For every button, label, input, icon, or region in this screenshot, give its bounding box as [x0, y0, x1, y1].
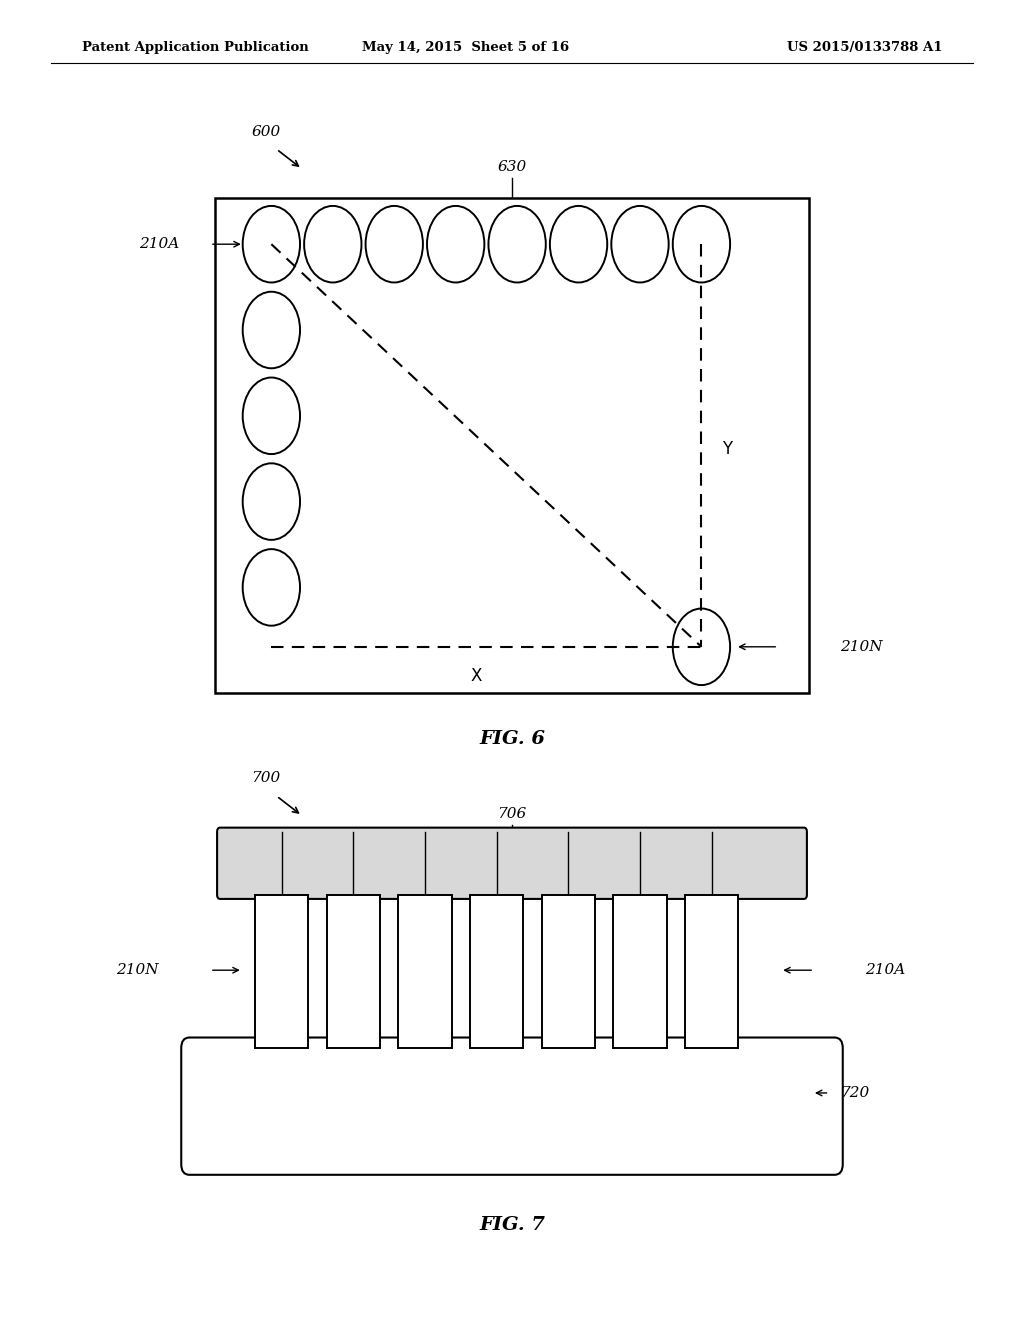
FancyBboxPatch shape — [181, 1038, 843, 1175]
Text: 210A: 210A — [865, 964, 905, 977]
Text: 210N: 210N — [116, 964, 159, 977]
Text: 700: 700 — [252, 771, 281, 785]
Text: 630: 630 — [498, 160, 526, 174]
Text: FIG. 7: FIG. 7 — [479, 1216, 545, 1234]
Ellipse shape — [550, 206, 607, 282]
FancyBboxPatch shape — [217, 828, 807, 899]
Ellipse shape — [243, 549, 300, 626]
Ellipse shape — [243, 463, 300, 540]
Text: 706: 706 — [498, 807, 526, 821]
Ellipse shape — [243, 206, 300, 282]
Bar — [542, 895, 595, 1048]
Text: Y: Y — [722, 440, 732, 458]
Bar — [470, 895, 523, 1048]
Text: May 14, 2015  Sheet 5 of 16: May 14, 2015 Sheet 5 of 16 — [362, 41, 569, 54]
Ellipse shape — [243, 378, 300, 454]
Bar — [398, 895, 452, 1048]
Text: 720: 720 — [840, 1086, 869, 1100]
Text: 210N: 210N — [840, 640, 883, 653]
Ellipse shape — [488, 206, 546, 282]
Bar — [613, 895, 667, 1048]
Ellipse shape — [673, 609, 730, 685]
Text: X: X — [470, 667, 482, 685]
Bar — [327, 895, 380, 1048]
Bar — [215, 198, 809, 693]
Ellipse shape — [673, 206, 730, 282]
Text: Patent Application Publication: Patent Application Publication — [82, 41, 308, 54]
Text: US 2015/0133788 A1: US 2015/0133788 A1 — [786, 41, 942, 54]
Ellipse shape — [304, 206, 361, 282]
Ellipse shape — [611, 206, 669, 282]
Bar — [255, 895, 308, 1048]
Text: FIG. 6: FIG. 6 — [479, 730, 545, 748]
Ellipse shape — [243, 292, 300, 368]
Ellipse shape — [427, 206, 484, 282]
Text: 210A: 210A — [139, 238, 179, 251]
Text: 600: 600 — [252, 124, 281, 139]
Bar — [685, 895, 738, 1048]
Ellipse shape — [366, 206, 423, 282]
